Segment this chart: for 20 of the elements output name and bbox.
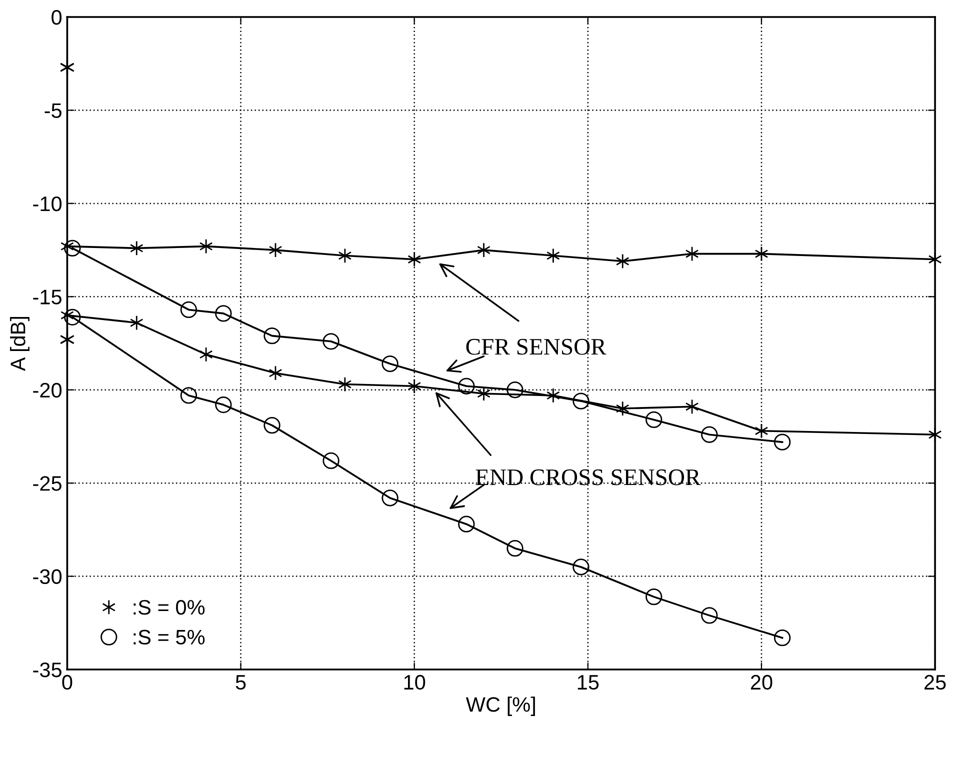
y-axis-title: A [dB]	[10, 316, 30, 372]
annotation: END CROSS SENSOR	[476, 469, 701, 486]
y-tick-label: -25	[33, 476, 62, 491]
y-tick-label: -5	[44, 103, 62, 118]
y-tick-label: -15	[33, 290, 62, 304]
x-tick-label: 10	[404, 674, 426, 690]
x-tick-label: 0	[62, 674, 72, 690]
legend-label: :S = 0%	[134, 600, 205, 615]
y-tick-label: -10	[33, 196, 62, 212]
legend-label: :S = 5%	[134, 630, 205, 645]
y-tick-label: -35	[33, 662, 62, 678]
y-tick-label: -30	[33, 569, 62, 584]
x-tick-label: 15	[578, 675, 599, 690]
x-tick-label: 25	[924, 674, 946, 690]
x-tick-label: 20	[750, 674, 772, 690]
annotation: CFR SENSOR	[466, 338, 606, 355]
x-axis-title: WC [%]	[466, 696, 535, 716]
x-tick-label: 5	[236, 675, 246, 690]
y-tick-label: -20	[33, 382, 62, 398]
y-tick-label: 0	[52, 10, 62, 25]
